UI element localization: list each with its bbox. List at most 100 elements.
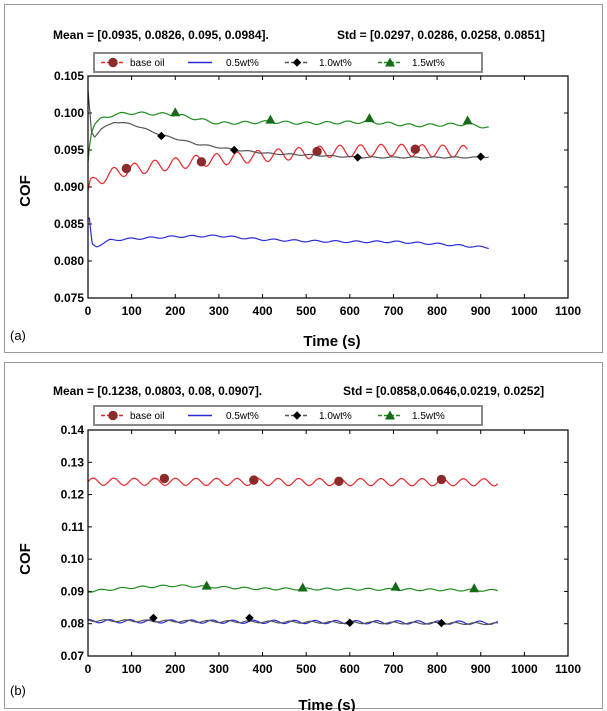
y-tick-label: 0.11 — [61, 520, 84, 534]
series-line-1-0wt- — [87, 90, 489, 159]
x-tick-label: 1000 — [511, 304, 538, 318]
series-marker — [149, 613, 158, 623]
series-marker — [159, 473, 170, 484]
series-marker — [229, 145, 239, 155]
y-tick-label: 0.075 — [54, 291, 84, 305]
series-marker — [353, 153, 362, 162]
series-marker — [157, 131, 166, 141]
series-line-base-oil — [87, 143, 468, 191]
legend-marker — [108, 410, 118, 421]
x-tick-label: 400 — [253, 304, 273, 318]
series-marker — [410, 144, 420, 154]
panel-a-mean: Mean = [0.0935, 0.0826, 0.095, 0.0984]. — [53, 28, 269, 42]
x-tick-label: 300 — [209, 662, 229, 676]
panel-a: Mean = [0.0935, 0.0826, 0.095, 0.0984]. … — [4, 4, 603, 353]
series-marker — [462, 115, 473, 125]
panel-a-label: (a) — [10, 328, 26, 343]
legend-marker — [385, 410, 395, 420]
legend-marker — [385, 57, 395, 67]
panel-b-label: (b) — [10, 683, 26, 698]
series-marker — [265, 114, 276, 124]
legend-marker — [108, 57, 118, 68]
legend-label: 0.5wt% — [226, 58, 259, 69]
panel-b-ticks: 0 100 200 300 400 500 600 700 800 900 1000 1100 0.07… — [61, 423, 582, 676]
series-marker — [436, 474, 447, 485]
panel-b-ylabel: COF — [17, 543, 34, 575]
panel-a-series — [87, 90, 489, 250]
legend-label: 1.5wt% — [412, 58, 445, 69]
series-marker — [121, 163, 132, 174]
series-marker — [201, 580, 212, 590]
series-marker — [364, 113, 375, 123]
panel-b: Mean = [0.1238, 0.0803, 0.08, 0.0907]. S… — [4, 362, 603, 711]
legend-label: 1.0wt% — [319, 58, 352, 69]
series-marker — [245, 613, 254, 623]
series-marker — [476, 152, 485, 161]
panel-b-legend-items: base oil 0.5wt% 1.0wt% 1.5wt% — [101, 410, 445, 422]
y-tick-label: 0.13 — [61, 455, 85, 469]
legend-label: 1.5wt% — [412, 411, 445, 422]
panel-b-std: Std = [0.0858,0.0646,0.0219, 0.0252] — [343, 384, 544, 398]
legend-marker — [292, 411, 302, 420]
x-tick-label: 900 — [471, 304, 491, 318]
x-tick-label: 200 — [165, 304, 185, 318]
panel-b-plot-area — [87, 429, 569, 657]
series-line-0-5wt- — [87, 217, 489, 250]
x-tick-label: 100 — [122, 662, 142, 676]
x-tick-label: 800 — [427, 304, 447, 318]
y-tick-label: 0.105 — [54, 69, 84, 83]
series-line-1-0wt- — [87, 619, 498, 626]
panel-a-ylabel: COF — [17, 175, 34, 207]
x-tick-label: 600 — [340, 662, 360, 676]
legend-label: base oil — [130, 411, 164, 422]
panel-a-std: Std = [0.0297, 0.0286, 0.0258, 0.0851] — [337, 28, 545, 42]
x-tick-label: 700 — [383, 662, 403, 676]
series-marker — [249, 475, 259, 485]
series-line-1-5wt- — [87, 111, 489, 163]
panel-a-legend-items: base oil 0.5wt% 1.0wt% 1.5wt% — [101, 57, 445, 69]
x-tick-label: 300 — [209, 304, 229, 318]
x-tick-label: 200 — [165, 662, 185, 676]
y-tick-label: 0.100 — [54, 106, 84, 120]
y-tick-label: 0.085 — [54, 217, 84, 231]
legend-label: 1.0wt% — [319, 411, 352, 422]
y-tick-label: 0.095 — [54, 143, 84, 157]
panel-b-series — [87, 473, 499, 628]
panel-b-mean: Mean = [0.1238, 0.0803, 0.08, 0.0907]. — [53, 384, 262, 398]
legend-marker — [292, 58, 302, 67]
series-line-base-oil — [87, 477, 499, 487]
panel-a-plot-area — [87, 75, 569, 299]
series-marker — [469, 583, 480, 593]
x-tick-label: 400 — [253, 662, 273, 676]
series-marker — [334, 476, 344, 487]
y-tick-label: 0.14 — [61, 423, 85, 437]
series-marker — [297, 582, 308, 592]
x-tick-label: 0 — [85, 662, 92, 676]
y-tick-label: 0.08 — [61, 617, 85, 631]
series-marker — [390, 581, 401, 591]
series-marker — [345, 618, 355, 627]
series-marker — [170, 107, 181, 117]
x-tick-label: 1100 — [555, 304, 581, 318]
x-tick-label: 700 — [383, 304, 403, 318]
panel-b-xlabel: Time (s) — [298, 697, 355, 711]
panel-a-ticks: 0 100 200 300 400 500 600 700 800 900 1000 1100 0.07… — [54, 69, 581, 318]
x-tick-label: 100 — [122, 304, 142, 318]
y-tick-label: 0.090 — [54, 180, 84, 194]
series-marker — [437, 618, 446, 628]
y-tick-label: 0.080 — [54, 254, 84, 268]
y-tick-label: 0.10 — [61, 552, 85, 566]
legend-label: base oil — [130, 58, 164, 69]
x-tick-label: 1100 — [555, 662, 581, 676]
x-tick-label: 800 — [427, 662, 447, 676]
series-line-1-5wt- — [87, 584, 499, 593]
x-tick-label: 1000 — [511, 662, 538, 676]
y-tick-label: 0.09 — [61, 584, 85, 598]
x-tick-label: 500 — [296, 304, 316, 318]
x-tick-label: 500 — [296, 662, 316, 676]
x-tick-label: 0 — [85, 304, 92, 318]
y-tick-label: 0.12 — [61, 488, 85, 502]
x-tick-label: 600 — [340, 304, 360, 318]
x-tick-label: 900 — [471, 662, 491, 676]
